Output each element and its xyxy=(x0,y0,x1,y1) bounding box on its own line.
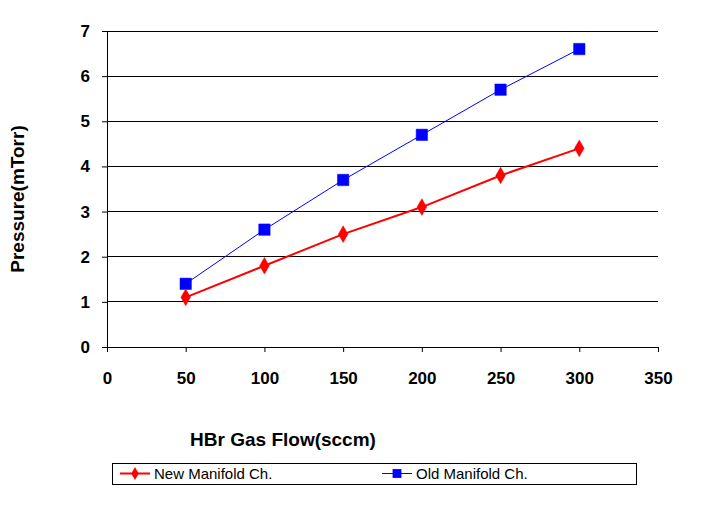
x-tick-mark xyxy=(186,347,187,352)
y-tick-mark xyxy=(102,121,107,122)
y-tick-mark xyxy=(102,257,107,258)
y-tick: 0 xyxy=(81,338,107,357)
x-tick-mark xyxy=(579,347,580,352)
x-tick-label: 250 xyxy=(487,369,515,388)
y-tick-mark xyxy=(102,347,107,348)
y-axis: 0 1 2 3 4 5 6 7 xyxy=(81,22,108,357)
x-tick: 200 xyxy=(408,347,436,388)
series-marker xyxy=(180,278,191,289)
series-line xyxy=(186,148,580,297)
y-tick: 7 xyxy=(81,22,107,41)
y-axis-line xyxy=(102,32,108,348)
legend-entry: Old Manifold Ch. xyxy=(382,465,528,482)
x-axis-line xyxy=(108,348,659,353)
y-tick: 5 xyxy=(81,112,107,131)
x-tick-label: 50 xyxy=(177,369,196,388)
series-marker xyxy=(181,289,191,306)
x-tick: 150 xyxy=(329,347,357,388)
legend-marker xyxy=(393,469,402,478)
x-axis-title: HBr Gas Flow(sccm) xyxy=(190,429,376,450)
legend-label: New Manifold Ch. xyxy=(154,465,272,482)
x-tick-label: 150 xyxy=(329,369,357,388)
grid-line xyxy=(107,256,658,257)
series-marker xyxy=(416,129,427,140)
legend-marker xyxy=(131,467,138,480)
x-tick: 350 xyxy=(644,347,672,388)
x-tick-label: 200 xyxy=(408,369,436,388)
series-marker xyxy=(574,43,585,54)
chart: 0 50 100 150 200 250 300 350 0 1 2 3 4 5 6 7 HBr Gas Flo… xyxy=(0,0,725,508)
grid-line xyxy=(107,31,658,32)
x-tick: 250 xyxy=(487,347,515,388)
y-tick-mark xyxy=(102,76,107,77)
series-line xyxy=(186,49,580,284)
y-tick-mark xyxy=(102,166,107,167)
plot-area xyxy=(180,43,585,305)
y-tick: 1 xyxy=(81,293,107,312)
y-tick-label: 3 xyxy=(81,203,90,222)
series-marker xyxy=(496,167,506,184)
series-marker xyxy=(495,84,506,95)
y-tick: 3 xyxy=(81,203,107,222)
y-tick-label: 0 xyxy=(81,338,90,357)
x-tick-label: 300 xyxy=(566,369,594,388)
x-tick: 0 xyxy=(103,347,112,388)
y-tick: 2 xyxy=(81,248,107,267)
y-tick-label: 4 xyxy=(81,157,91,176)
series xyxy=(181,140,584,306)
legend-label: Old Manifold Ch. xyxy=(416,465,528,482)
x-tick-mark xyxy=(264,347,265,352)
y-tick-label: 2 xyxy=(81,248,90,267)
y-tick: 4 xyxy=(81,157,107,176)
y-tick: 6 xyxy=(81,67,107,86)
y-axis-title: Pressure(mTorr) xyxy=(7,125,28,272)
grid-line xyxy=(107,166,658,167)
y-tick-label: 1 xyxy=(81,293,90,312)
series-marker xyxy=(337,174,348,185)
series-marker xyxy=(338,226,348,243)
grid-line xyxy=(107,211,658,212)
grid-line xyxy=(107,301,658,302)
legend-box xyxy=(112,463,636,484)
x-tick: 300 xyxy=(566,347,594,388)
series-marker xyxy=(260,257,270,274)
grid-line xyxy=(107,121,658,122)
x-tick: 50 xyxy=(177,347,196,388)
series-marker xyxy=(417,199,427,216)
grid xyxy=(107,31,658,347)
x-tick-mark xyxy=(422,347,423,352)
series-marker xyxy=(574,140,584,157)
x-tick-label: 350 xyxy=(644,369,672,388)
y-tick-label: 6 xyxy=(81,67,90,86)
legend: New Manifold Ch. Old Manifold Ch. xyxy=(112,463,636,484)
x-tick-mark xyxy=(501,347,502,352)
y-tick-mark xyxy=(102,302,107,303)
legend-entry: New Manifold Ch. xyxy=(120,465,272,482)
x-tick-label: 0 xyxy=(103,369,112,388)
y-tick-mark xyxy=(102,31,107,32)
grid-line xyxy=(107,76,658,77)
x-tick-label: 100 xyxy=(251,369,279,388)
y-tick-label: 5 xyxy=(81,112,90,131)
x-axis: 0 50 100 150 200 250 300 350 xyxy=(103,347,673,388)
x-tick: 100 xyxy=(251,347,279,388)
series-marker xyxy=(259,224,270,235)
x-tick-mark xyxy=(343,347,344,352)
y-tick-mark xyxy=(102,212,107,213)
x-tick-mark xyxy=(658,347,659,352)
y-tick-label: 7 xyxy=(81,22,90,41)
